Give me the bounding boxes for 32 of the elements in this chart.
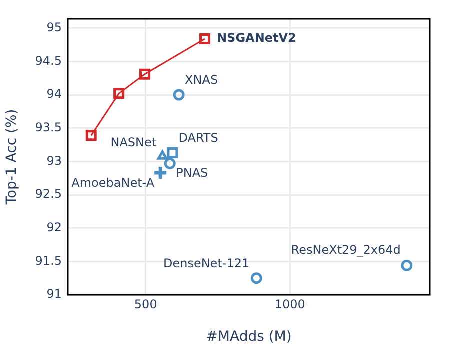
series-label: DARTS — [178, 131, 218, 146]
x-axis-title: #MAdds (M) — [206, 329, 292, 346]
y-axis-title: Top-1 Acc (%) — [4, 109, 20, 206]
series-label: PNAS — [176, 166, 208, 180]
series-label: XNAS — [185, 73, 218, 88]
point — [152, 165, 168, 181]
point — [250, 272, 262, 284]
y-tick-label: 93 — [46, 154, 62, 168]
point — [86, 130, 97, 142]
y-tick-label: 94 — [46, 87, 62, 102]
y-tick-label: 91.5 — [35, 254, 62, 268]
point — [167, 148, 178, 158]
point — [401, 260, 413, 272]
y-tick-label: 95 — [46, 20, 62, 34]
point — [140, 68, 151, 80]
y-tick-label: 91 — [46, 287, 62, 302]
x-tick-label: 1000 — [274, 297, 306, 312]
point — [114, 88, 125, 100]
series-label: NASNet — [110, 135, 157, 150]
y-tick-label: 92.5 — [35, 187, 62, 202]
point — [164, 158, 176, 170]
point — [173, 89, 185, 101]
series-label: AmoebaNet-A — [72, 176, 156, 190]
y-tick-label: 93.5 — [35, 120, 62, 134]
y-tick-label: 92 — [46, 220, 62, 234]
y-tick-label: 94.5 — [35, 54, 62, 68]
point — [157, 150, 168, 160]
series-label: DenseNet-121 — [163, 256, 250, 270]
series-label: NSGANetV2 — [217, 31, 296, 46]
point — [200, 34, 211, 44]
x-tick-label: 500 — [134, 297, 158, 312]
series-label: ResNeXt29_2x64d — [291, 242, 401, 257]
